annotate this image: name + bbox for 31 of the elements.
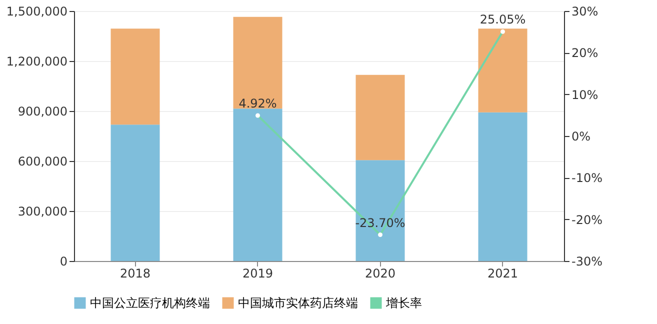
bar <box>356 74 405 160</box>
bar <box>233 16 282 109</box>
y-tick-label: 300,000 <box>18 204 68 218</box>
data-label: 4.92% <box>238 96 277 110</box>
y2-tick-label: 30% <box>572 4 598 18</box>
y2-tick-label: -10% <box>572 171 603 186</box>
bar <box>356 160 405 261</box>
x-tick-label: 2020 <box>364 266 396 280</box>
data-label: -23.70% <box>355 216 406 230</box>
bar <box>110 28 160 125</box>
x-tick-label: 2018 <box>120 266 151 280</box>
y2-tick-label: -20% <box>572 212 603 227</box>
data-label: 25.05% <box>480 12 526 27</box>
bar <box>478 112 528 261</box>
y2-tick-label: 20% <box>572 46 598 60</box>
bar <box>478 28 528 112</box>
y2-tick-label: -30% <box>572 254 603 268</box>
legend-label: 中国公立医疗机构终端 <box>90 296 210 310</box>
y-tick-label: 1,200,000 <box>6 54 68 68</box>
y-tick-label: 900,000 <box>18 104 68 118</box>
x-tick-label: 2021 <box>487 266 518 280</box>
bar <box>233 108 282 261</box>
y2-tick-label: 0% <box>572 130 591 144</box>
y-tick-label: 0 <box>60 254 68 268</box>
bar <box>110 124 160 261</box>
y2-tick-label: 10% <box>572 88 598 102</box>
legend-label: 增长率 <box>385 296 422 310</box>
legend-label: 中国城市实体药店终端 <box>238 296 358 310</box>
y-tick-label: 600,000 <box>18 154 68 168</box>
y-tick-label: 1,500,000 <box>6 4 68 18</box>
x-tick-label: 2019 <box>242 266 274 280</box>
